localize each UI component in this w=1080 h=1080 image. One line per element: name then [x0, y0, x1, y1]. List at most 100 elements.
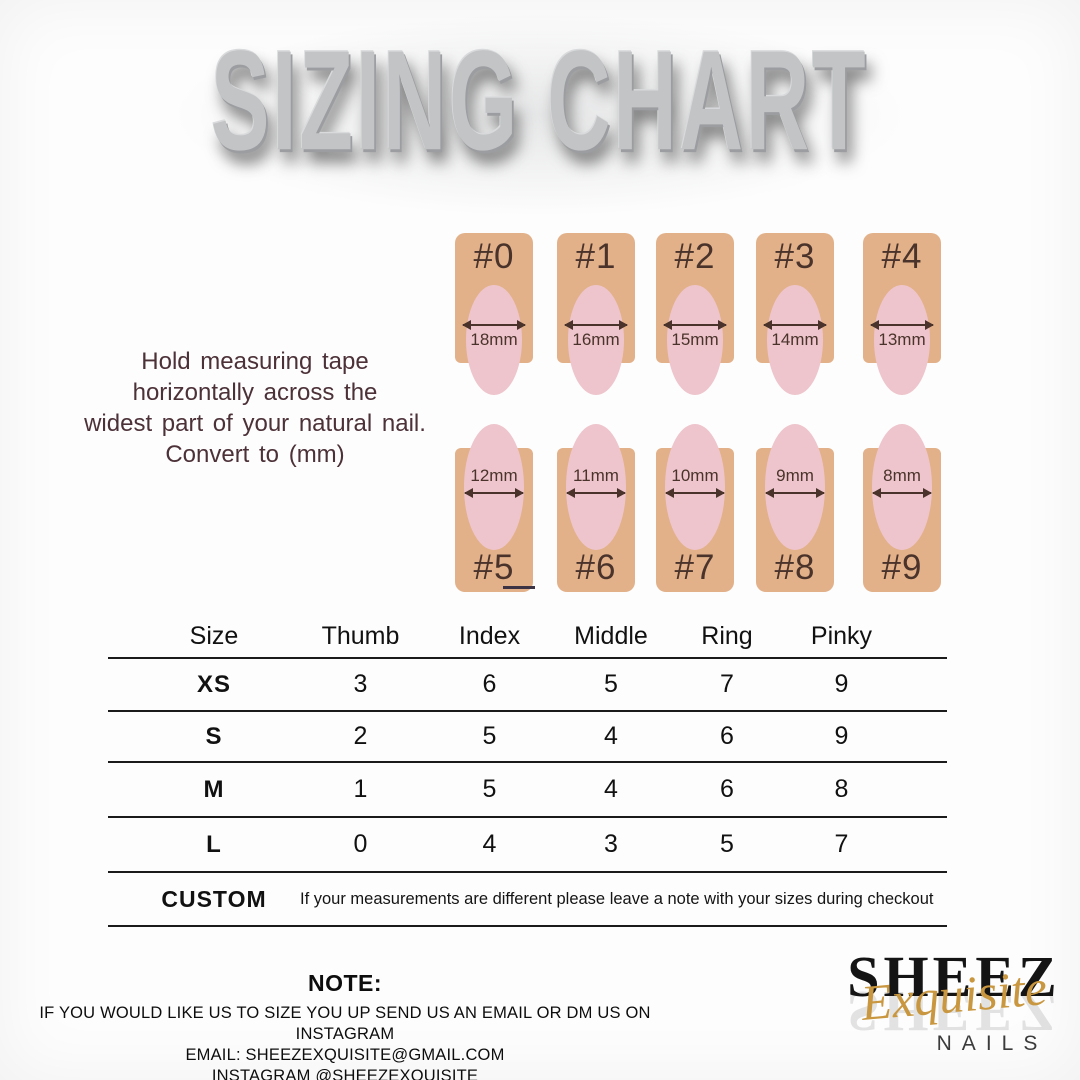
width-arrow-icon	[763, 320, 827, 330]
nail-number-label: #3	[774, 237, 816, 276]
measuring-instruction: Hold measuring tape horizontally across …	[30, 346, 480, 470]
width-measurement: 18mm	[470, 330, 518, 349]
cell-value: 4	[604, 775, 618, 803]
nail-number-label: #6	[575, 548, 617, 587]
cell-value: 2	[353, 722, 368, 750]
nail-number-label: #0	[473, 237, 515, 276]
nail-illustration-3: #3 14mm	[756, 233, 834, 395]
column-header-ring: Ring	[701, 621, 753, 650]
size-label: M	[203, 775, 225, 803]
note-email: EMAIL: SHEEZEXQUISITE@GMAIL.COM	[185, 1046, 505, 1064]
width-arrow-icon	[663, 320, 727, 330]
size-label: XS	[196, 670, 231, 698]
nail-illustration-6: 11mm #6	[557, 424, 635, 592]
width-measurement: 13mm	[878, 330, 926, 349]
nail-number-label: #1	[575, 237, 617, 276]
table-row-custom: CUSTOM If your measurements are differen…	[108, 873, 947, 927]
nail-illustration-2: #2 15mm	[656, 233, 734, 395]
width-measurement: 16mm	[572, 330, 620, 349]
nail-oval	[874, 285, 930, 395]
size-label: L	[206, 830, 222, 858]
cell-value: 7	[834, 830, 849, 858]
nail-number-label: #8	[774, 548, 816, 587]
logo-sub-text: NAILS	[936, 1032, 1048, 1055]
nail-illustration-8: 9mm #8	[756, 424, 834, 592]
nail-oval	[568, 285, 624, 395]
cell-value: 5	[604, 670, 618, 698]
cell-value: 5	[482, 722, 497, 750]
width-measurement: 11mm	[573, 466, 619, 485]
brand-logo: SHEEZ SHEEZ Exquisite NAILS	[838, 948, 1070, 1073]
nail-oval	[466, 285, 522, 395]
cell-value: 6	[482, 670, 497, 698]
column-header-index: Index	[458, 621, 521, 650]
width-measurement: 12mm	[470, 466, 518, 485]
column-header-pinky: Pinky	[810, 621, 873, 650]
cell-value: 3	[604, 830, 618, 858]
table-header-row: Size Thumb Index Middle Ring Pinky	[108, 615, 947, 659]
nail-number-label: #2	[674, 237, 716, 276]
instruction-line: Hold measuring tape	[141, 348, 369, 375]
nail-illustration-1: #1 16mm	[557, 233, 635, 395]
width-arrow-icon	[462, 320, 526, 330]
custom-size-note: If your measurements are different pleas…	[300, 889, 934, 908]
custom-size-label: CUSTOM	[161, 885, 267, 912]
instruction-line: widest part of your natural nail.	[84, 410, 426, 437]
nail-number-label: #4	[881, 237, 923, 276]
nail-oval	[767, 285, 823, 395]
note-instagram: INSTAGRAM @SHEEZEXQUISITE	[211, 1067, 479, 1080]
nail-number-label: #5	[473, 548, 515, 587]
instruction-line: Convert to (mm)	[165, 441, 345, 468]
cell-value: 4	[604, 722, 618, 750]
width-arrow-icon	[464, 488, 524, 498]
instruction-line: horizontally across the	[132, 379, 378, 406]
stray-mark	[503, 586, 535, 589]
note-section: NOTE: IF YOU WOULD LIKE US TO SIZE YOU U…	[0, 970, 690, 1080]
cell-value: 8	[834, 775, 849, 803]
width-arrow-icon	[665, 488, 725, 498]
logo-brand-text: SHEEZ	[847, 944, 1061, 1009]
width-arrow-icon	[564, 320, 628, 330]
cell-value: 5	[720, 830, 734, 858]
cell-value: 9	[834, 670, 849, 698]
nail-number-label: #7	[674, 548, 716, 587]
cell-value: 7	[720, 670, 734, 698]
size-label: S	[205, 722, 223, 750]
table-row-m: M 1 5 4 6 8	[108, 763, 947, 818]
page-title-wrap: SIZING CHART	[0, 30, 1080, 172]
nail-oval	[872, 424, 932, 550]
size-table: Size Thumb Index Middle Ring Pinky XS 3 …	[108, 615, 947, 927]
nail-number-label: #9	[881, 548, 923, 587]
nail-oval	[464, 424, 524, 550]
width-arrow-icon	[872, 488, 932, 498]
title-background-glow	[160, 10, 920, 220]
cell-value: 6	[720, 775, 734, 803]
cell-value: 1	[353, 775, 368, 803]
width-measurement: 9mm	[776, 466, 814, 485]
nail-oval	[765, 424, 825, 550]
column-header-middle: Middle	[574, 621, 648, 650]
nail-illustration-4: #4 13mm	[863, 233, 941, 395]
width-arrow-icon	[566, 488, 626, 498]
cell-value: 0	[353, 830, 368, 858]
width-measurement: 15mm	[671, 330, 719, 349]
column-header-size: Size	[189, 621, 239, 650]
nail-oval	[667, 285, 723, 395]
cell-value: 5	[482, 775, 497, 803]
nail-oval	[665, 424, 725, 550]
cell-value: 3	[353, 670, 368, 698]
note-line: IF YOU WOULD LIKE US TO SIZE YOU UP SEND…	[39, 1004, 651, 1043]
nail-illustration-9: 8mm #9	[863, 424, 941, 592]
width-arrow-icon	[765, 488, 825, 498]
cell-value: 6	[720, 722, 734, 750]
width-measurement: 10mm	[671, 466, 719, 485]
column-header-thumb: Thumb	[321, 621, 400, 650]
nail-illustration-7: 10mm #7	[656, 424, 734, 592]
width-measurement: 8mm	[883, 466, 921, 485]
page-title: SIZING CHART	[211, 21, 869, 181]
cell-value: 9	[834, 722, 849, 750]
note-heading: NOTE:	[307, 970, 383, 996]
nail-illustration-0: #0 18mm	[455, 233, 533, 395]
table-row-l: L 0 4 3 5 7	[108, 818, 947, 873]
